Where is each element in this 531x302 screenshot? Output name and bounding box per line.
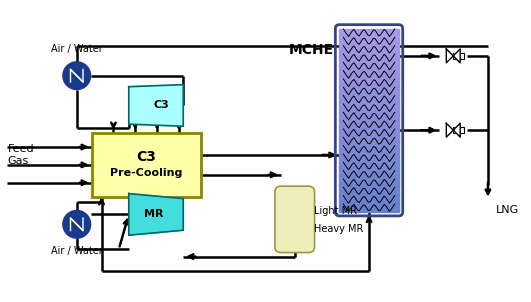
FancyBboxPatch shape <box>453 127 464 133</box>
Bar <box>339 148 399 157</box>
Text: LNG: LNG <box>496 204 519 214</box>
Text: Feed
Gas: Feed Gas <box>7 144 34 166</box>
Polygon shape <box>447 123 460 137</box>
Text: C3: C3 <box>136 150 156 164</box>
Bar <box>339 65 399 75</box>
Bar <box>339 102 399 112</box>
Bar <box>339 130 399 139</box>
Bar <box>339 194 399 203</box>
Text: MR: MR <box>143 209 163 220</box>
Text: MCHE: MCHE <box>289 43 335 57</box>
FancyBboxPatch shape <box>453 53 464 59</box>
Bar <box>339 56 399 66</box>
Bar <box>339 120 399 130</box>
Bar <box>339 185 399 194</box>
Polygon shape <box>129 85 183 126</box>
Bar <box>339 166 399 176</box>
Bar <box>339 175 399 185</box>
Text: C3: C3 <box>153 101 169 111</box>
Circle shape <box>63 210 91 238</box>
Bar <box>339 47 399 57</box>
Bar <box>339 139 399 148</box>
Text: Heavy MR: Heavy MR <box>313 224 363 234</box>
Bar <box>339 29 399 38</box>
FancyBboxPatch shape <box>275 186 314 252</box>
Bar <box>339 93 399 102</box>
Text: Pre-Cooling: Pre-Cooling <box>110 168 182 178</box>
Circle shape <box>63 62 91 90</box>
Bar <box>339 75 399 84</box>
Text: Air / Water: Air / Water <box>51 246 102 256</box>
Bar <box>339 157 399 167</box>
Polygon shape <box>129 194 183 235</box>
Polygon shape <box>447 49 460 63</box>
Text: Air / Water: Air / Water <box>51 44 102 54</box>
FancyBboxPatch shape <box>92 133 201 197</box>
Bar <box>339 84 399 93</box>
Bar <box>339 38 399 47</box>
Bar <box>339 203 399 212</box>
Bar <box>339 111 399 121</box>
Text: Light MR: Light MR <box>313 207 356 217</box>
